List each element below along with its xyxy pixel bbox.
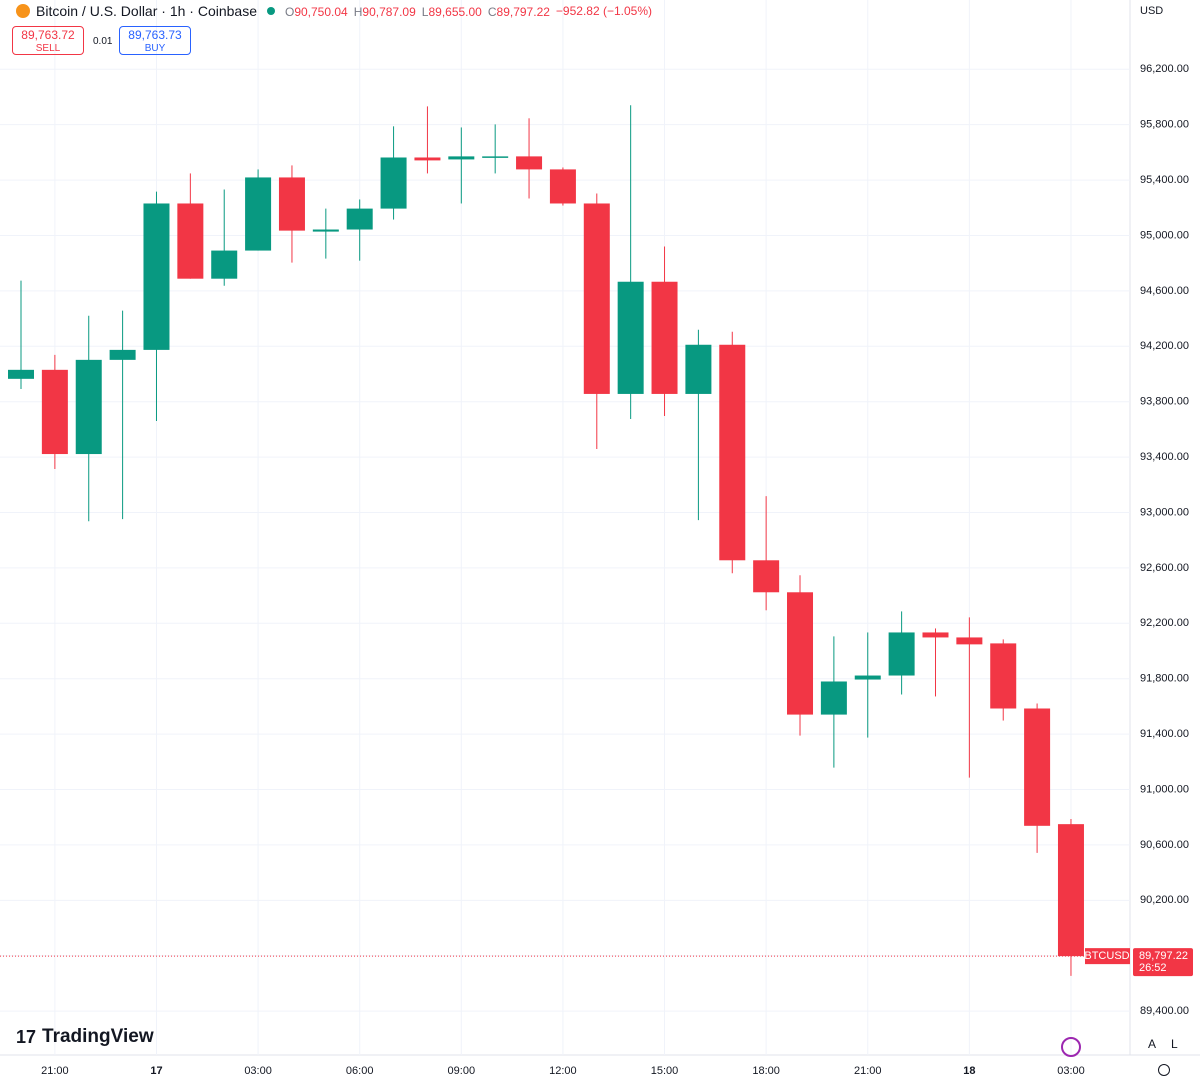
candle-body xyxy=(651,281,678,394)
brand[interactable]: 17 TradingView xyxy=(16,1026,154,1048)
ohlc-value: 89,797.22 xyxy=(496,5,550,19)
sell-price: 89,763.72 xyxy=(21,28,75,42)
symbol-tag-bg xyxy=(1085,948,1130,965)
x-tick-label: 03:00 xyxy=(244,1065,272,1077)
y-tick-label: 93,800.00 xyxy=(1140,396,1189,408)
y-tick-label: 94,600.00 xyxy=(1140,285,1189,297)
y-tick-label: 91,800.00 xyxy=(1140,673,1189,685)
candle-body xyxy=(482,156,509,158)
y-tick-label: 93,400.00 xyxy=(1140,451,1189,463)
candle-body xyxy=(854,675,881,680)
candle-body xyxy=(1057,824,1084,957)
y-tick-label: 89,400.00 xyxy=(1140,1005,1189,1017)
candle-body xyxy=(617,281,644,394)
candle-body xyxy=(448,156,475,160)
candle-body xyxy=(143,203,170,350)
candle-body xyxy=(346,208,373,230)
symbol-tag: BTCUSD xyxy=(1084,950,1129,962)
x-tick-label: 12:00 xyxy=(549,1065,577,1077)
x-tick-label: 06:00 xyxy=(346,1065,374,1077)
y-tick-label: 93,000.00 xyxy=(1140,506,1189,518)
y-tick-label: 95,400.00 xyxy=(1140,174,1189,186)
x-tick-label: 03:00 xyxy=(1057,1065,1085,1077)
status-dot xyxy=(266,7,275,15)
spread: 0.01 xyxy=(93,36,113,47)
candle-body xyxy=(516,156,543,170)
assistant-icon[interactable] xyxy=(1061,1037,1081,1057)
candle-body xyxy=(380,157,407,209)
price-tag: 89,797.22 xyxy=(1139,950,1188,962)
change: −952.82 (−1.05%) xyxy=(555,4,652,18)
sell-button[interactable]: 89,763.72 SELL xyxy=(12,26,84,55)
candle-body xyxy=(719,344,746,561)
countdown: 26:52 xyxy=(1139,962,1167,974)
candle-body xyxy=(41,369,68,455)
price-tag-bg xyxy=(1133,948,1193,977)
ohlc-label: C xyxy=(487,5,497,19)
candle-body xyxy=(109,349,136,360)
ohlc-label: O xyxy=(284,5,295,19)
candle-body xyxy=(753,560,780,593)
buy-label: BUY xyxy=(144,43,166,54)
coin-icon xyxy=(16,4,30,18)
ohlc-value: 90,787.09 xyxy=(362,5,416,19)
y-tick-label: 95,800.00 xyxy=(1140,119,1189,131)
ohlc-value: 90,750.04 xyxy=(294,5,348,19)
candle-body xyxy=(685,344,712,394)
auto-button[interactable]: A xyxy=(1148,1037,1157,1051)
ohlc-label: L xyxy=(421,5,429,19)
y-tick-label: 90,200.00 xyxy=(1140,894,1189,906)
candle-body xyxy=(278,177,305,231)
x-tick-label: 21:00 xyxy=(41,1065,69,1077)
ohlc-value: 89,655.00 xyxy=(428,5,482,19)
y-tick-label: 92,600.00 xyxy=(1140,562,1189,574)
y-tick-label: 94,200.00 xyxy=(1140,340,1189,352)
y-tick-label: 96,200.00 xyxy=(1140,63,1189,75)
legend-bar: Bitcoin / U.S. Dollar · 1h · Coinbase O9… xyxy=(16,3,652,19)
candle-body xyxy=(245,177,272,251)
y-tick-label: 90,600.00 xyxy=(1140,839,1189,851)
candle-body xyxy=(312,229,339,232)
candle-body xyxy=(583,203,610,394)
x-tick-label: 21:00 xyxy=(854,1065,882,1077)
y-tick-label: 91,000.00 xyxy=(1140,783,1189,795)
symbol[interactable]: Bitcoin / U.S. Dollar · 1h · Coinbase xyxy=(36,3,257,19)
x-tick-label: 18:00 xyxy=(752,1065,780,1077)
currency[interactable]: USD xyxy=(1140,5,1164,17)
candle-body xyxy=(8,369,34,379)
candle-body xyxy=(211,250,238,279)
candle-body xyxy=(414,157,441,161)
candle-body xyxy=(888,632,915,676)
candle-body xyxy=(956,637,983,645)
candle-body xyxy=(820,681,847,715)
candle-body xyxy=(1024,708,1051,826)
buy-button[interactable]: 89,763.73 BUY xyxy=(119,26,191,55)
brand-name: TradingView xyxy=(42,1026,154,1047)
buy-price: 89,763.73 xyxy=(128,28,182,42)
candle-body xyxy=(177,203,204,279)
x-tick-label: 17 xyxy=(150,1065,162,1077)
candle-body xyxy=(922,632,949,638)
x-tick-label: 18 xyxy=(963,1065,975,1077)
candle-body xyxy=(549,169,576,204)
candle-body xyxy=(990,643,1017,709)
y-tick-label: 91,400.00 xyxy=(1140,728,1189,740)
sell-label: SELL xyxy=(35,43,61,54)
candle-body xyxy=(787,592,814,715)
candle-body xyxy=(75,359,102,455)
brand-logo: 17 xyxy=(16,1026,37,1047)
x-tick-label: 09:00 xyxy=(448,1065,476,1077)
y-tick-label: 95,000.00 xyxy=(1140,229,1189,241)
settings-icon[interactable] xyxy=(1158,1064,1170,1076)
log-button[interactable]: L xyxy=(1171,1037,1178,1051)
y-tick-label: 92,200.00 xyxy=(1140,617,1189,629)
ohlc-label: H xyxy=(353,5,363,19)
x-tick-label: 15:00 xyxy=(651,1065,679,1077)
